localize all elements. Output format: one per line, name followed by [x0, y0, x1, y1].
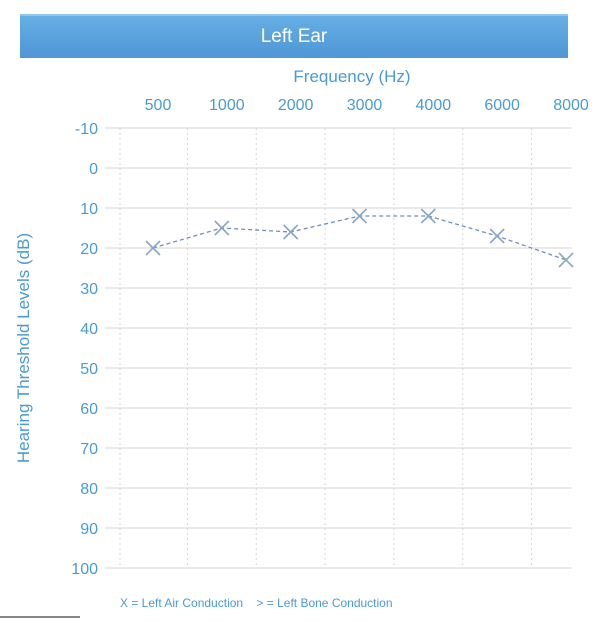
x-tick-label: 2000 [278, 97, 314, 114]
data-point-x-marker [489, 228, 505, 244]
data-point-x-marker [351, 208, 368, 224]
data-point-x-marker [145, 240, 161, 256]
y-tick-label: 50 [80, 361, 98, 378]
y-tick-label: 0 [89, 161, 98, 178]
y-axis-label: Hearing Threshold Levels (dB) [14, 233, 33, 463]
chart-title-banner: Left Ear [20, 14, 568, 58]
y-tick-label: 10 [80, 201, 98, 218]
data-point-x-marker [558, 252, 574, 268]
legend-item-air-conduction: X = Left Air Conduction [120, 596, 244, 610]
data-point-x-marker [420, 208, 436, 224]
y-tick-label: 60 [80, 401, 98, 418]
bottom-divider [0, 616, 80, 618]
y-tick-label: 40 [80, 321, 98, 338]
x-tick-label: 6000 [484, 97, 520, 114]
y-tick-label: 100 [71, 561, 98, 578]
data-point-x-marker [214, 220, 230, 236]
chart-legend: X = Left Air Conduction > = Left Bone Co… [120, 596, 403, 610]
y-tick-label: 80 [80, 481, 98, 498]
x-tick-label: 500 [145, 97, 172, 114]
y-tick-label: 20 [80, 241, 98, 258]
y-tick-label: 70 [80, 441, 98, 458]
y-tick-label: 90 [80, 521, 98, 538]
x-tick-label: 8000 [553, 97, 589, 114]
data-point-x-marker [283, 224, 299, 240]
x-tick-label: 4000 [416, 97, 452, 114]
x-tick-label: 3000 [347, 97, 383, 114]
x-axis-label: Frequency (Hz) [293, 67, 410, 86]
legend-item-bone-conduction: > = Left Bone Conduction [256, 596, 393, 610]
chart-title: Left Ear [260, 26, 328, 47]
y-tick-label: -10 [75, 121, 98, 138]
series-line [152, 215, 567, 261]
y-tick-label: 30 [80, 281, 98, 298]
x-tick-label: 1000 [209, 97, 245, 114]
